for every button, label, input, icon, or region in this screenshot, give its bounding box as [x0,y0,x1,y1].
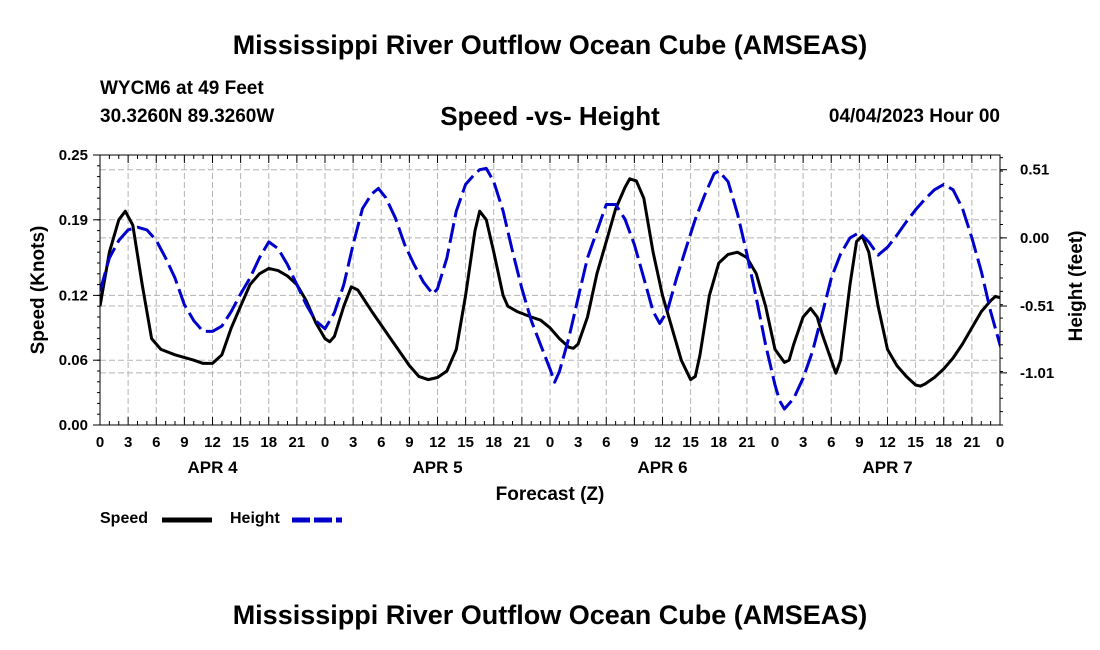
x-tick-label: 9 [855,434,863,451]
x-tick-label: 15 [232,434,249,451]
x-tick-label: 3 [574,434,582,451]
x-tick-label: 9 [405,434,413,451]
y2-tick-label: 0.51 [1020,162,1049,179]
series-line-speed [100,177,1000,388]
x-tick-label: 15 [682,434,699,451]
legend-height-label: Height [230,510,280,527]
coordinates-label: 30.3260N 89.3260W [100,106,275,127]
x-tick-label: 3 [349,434,357,451]
x-tick-label: 0 [96,434,104,451]
x-tick-label: 15 [907,434,924,451]
main-title: Mississippi River Outflow Ocean Cube (AM… [232,30,868,60]
x-tick-label: 0 [771,434,779,451]
x-tick-label: 18 [485,434,502,451]
x-tick-label: 18 [710,434,727,451]
x-tick-label: 6 [827,434,835,451]
x-tick-label: 9 [630,434,638,451]
y-tick-label: 0.25 [59,147,88,164]
x-tick-label: 0 [546,434,554,451]
station-label: WYCM6 at 49 Feet [100,78,264,99]
y2-tick-label: -0.51 [1020,298,1054,315]
x-tick-label: 6 [377,434,385,451]
x-tick-label: 18 [935,434,952,451]
y-tick-label: 0.00 [59,417,88,434]
footer-title: Mississippi River Outflow Ocean Cube (AM… [232,600,868,630]
x-tick-label: 3 [799,434,807,451]
y-tick-label: 0.19 [59,212,88,229]
x-day-label: APR 4 [187,458,238,477]
y-axis-label: Speed (Knots) [28,226,49,355]
axis-layer: 0 3 6 9 12 15 18 21 0 3 6 9 12 15 18 21 0 3 6 9 12 15 18 21 0 3 6 9… [59,147,1054,477]
forecast-datetime: 04/04/2023 Hour 00 [828,106,1000,127]
chart-subtitle: Speed -vs- Height [440,101,660,131]
x-tick-label: 15 [457,434,474,451]
y2-axis-label: Height (feet) [1066,231,1087,342]
grid-layer [100,155,1000,425]
x-day-label: APR 5 [412,458,462,477]
x-tick-label: 0 [321,434,329,451]
x-day-label: APR 7 [862,458,912,477]
y-tick-label: 0.12 [59,287,88,304]
x-tick-label: 21 [514,434,531,451]
x-tick-label: 6 [602,434,610,451]
x-tick-label: 3 [124,434,132,451]
x-tick-label: 21 [289,434,306,451]
y2-tick-label: 0.00 [1020,230,1049,247]
y-tick-label: 0.06 [59,352,88,369]
y2-tick-label: -1.01 [1020,365,1054,382]
x-tick-label: 21 [964,434,981,451]
x-tick-label: 12 [879,434,896,451]
x-tick-label: 6 [152,434,160,451]
series-layer [100,166,1000,411]
x-day-label: APR 6 [637,458,687,477]
x-tick-label: 9 [180,434,188,451]
x-tick-label: 0 [996,434,1004,451]
label-layer: Forecast (Z) Speed (Knots) Height (feet) [28,226,1087,505]
x-tick-label: 12 [204,434,221,451]
x-axis-label: Forecast (Z) [496,484,605,505]
x-tick-label: 12 [429,434,446,451]
series-line-height [100,166,1000,411]
legend-speed-label: Speed [100,510,149,527]
x-tick-label: 18 [260,434,277,451]
x-tick-label: 21 [739,434,756,451]
x-tick-label: 12 [654,434,671,451]
